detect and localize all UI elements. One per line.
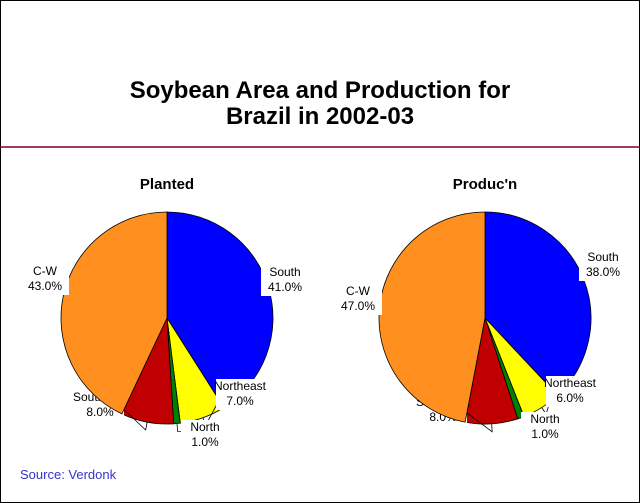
label-bg [334,284,382,315]
label-bg [181,420,229,451]
pie-slice [378,211,486,423]
slice-label: North [530,412,559,426]
pie-title: Produc'n [453,176,517,193]
slice-value-label: 47.0% [341,299,375,313]
slice-label: Northeast [544,376,597,390]
slide-title: Soybean Area and Production for Brazil i… [129,77,511,130]
slice-value-label: 7.0% [226,394,254,408]
slice-value-label: 6.0% [556,391,584,405]
source-note: Source: Verdonk [20,467,117,482]
slice-value-label: 43.0% [28,279,62,293]
leader-line [458,406,493,433]
slice-label: North [190,420,219,434]
label-bg [261,265,309,296]
label-bg [579,250,627,281]
slice-label: C-W [346,284,371,298]
slice-value-label: 1.0% [531,427,559,441]
label-bg [521,412,569,443]
slice-value-label: 41.0% [268,280,302,294]
label-bg [21,264,69,295]
label-bg [546,376,594,407]
pie-title: Planted [140,176,194,193]
slice-value-label: 8.0% [86,405,114,419]
slice-value-label: 1.0% [191,435,219,449]
slice-value-label: 38.0% [586,265,620,279]
slice-label: C-W [33,264,58,278]
slice-label: South [587,250,618,264]
label-bg [216,379,264,410]
leader-line [115,401,148,431]
slice-label: Northeast [214,379,267,393]
slice-label: South [269,265,300,279]
